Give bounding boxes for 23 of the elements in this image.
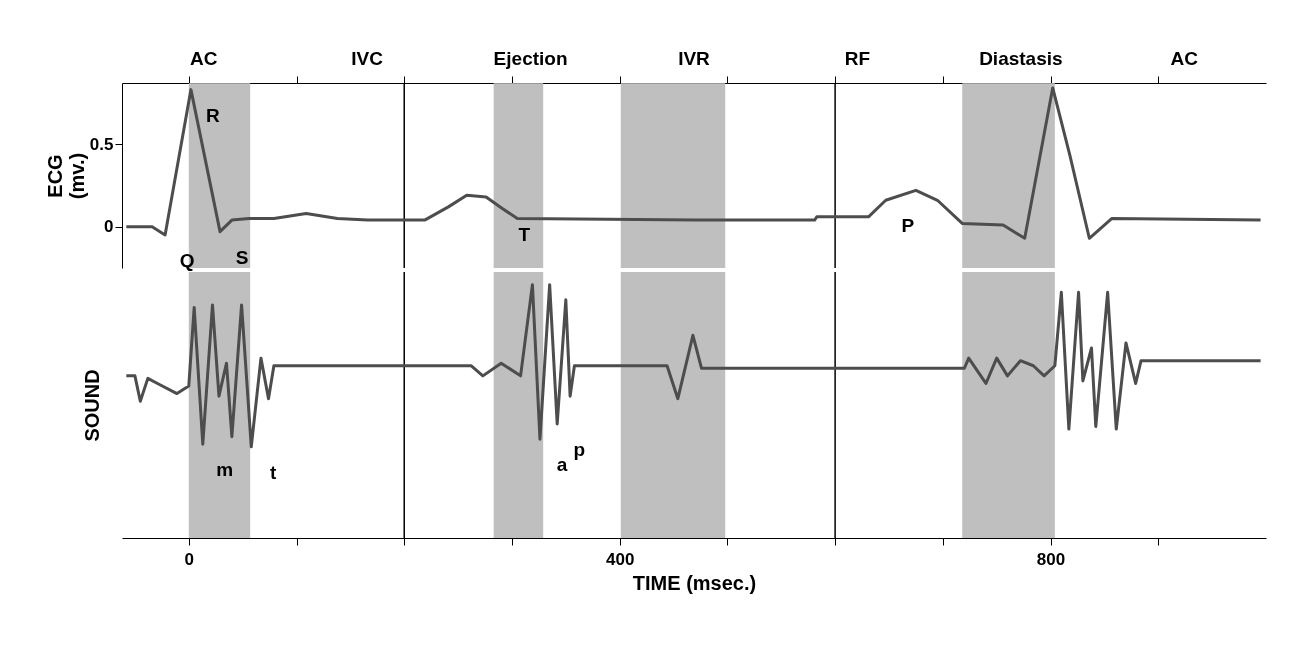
text: AC xyxy=(1170,48,1199,69)
text: RF xyxy=(844,48,871,69)
annotation: T xyxy=(518,223,531,245)
annotation: P xyxy=(901,215,915,237)
x-tick-label: 400 xyxy=(605,549,635,569)
x-tick-label: 800 xyxy=(1036,549,1066,569)
annotation: S xyxy=(235,246,249,268)
y-tick-label: 0.5 xyxy=(89,134,114,154)
text: IVR xyxy=(678,48,711,69)
text: Diastasis xyxy=(979,48,1063,69)
annotation: Q xyxy=(179,249,195,271)
x-tick-label: 0 xyxy=(184,549,195,569)
x-axis-title: TIME (msec.) xyxy=(632,571,757,594)
y-axis-title: SOUND xyxy=(80,369,103,442)
y-axis-title: ECG (mv.) xyxy=(43,152,88,200)
annotation: t xyxy=(270,461,278,483)
text: IVC xyxy=(351,48,384,69)
annotation: R xyxy=(206,104,221,126)
annotation: m xyxy=(216,459,234,481)
annotation: p xyxy=(573,439,585,460)
annotation: a xyxy=(556,454,568,476)
text: Ejection xyxy=(493,48,568,69)
text: AC xyxy=(189,48,218,69)
